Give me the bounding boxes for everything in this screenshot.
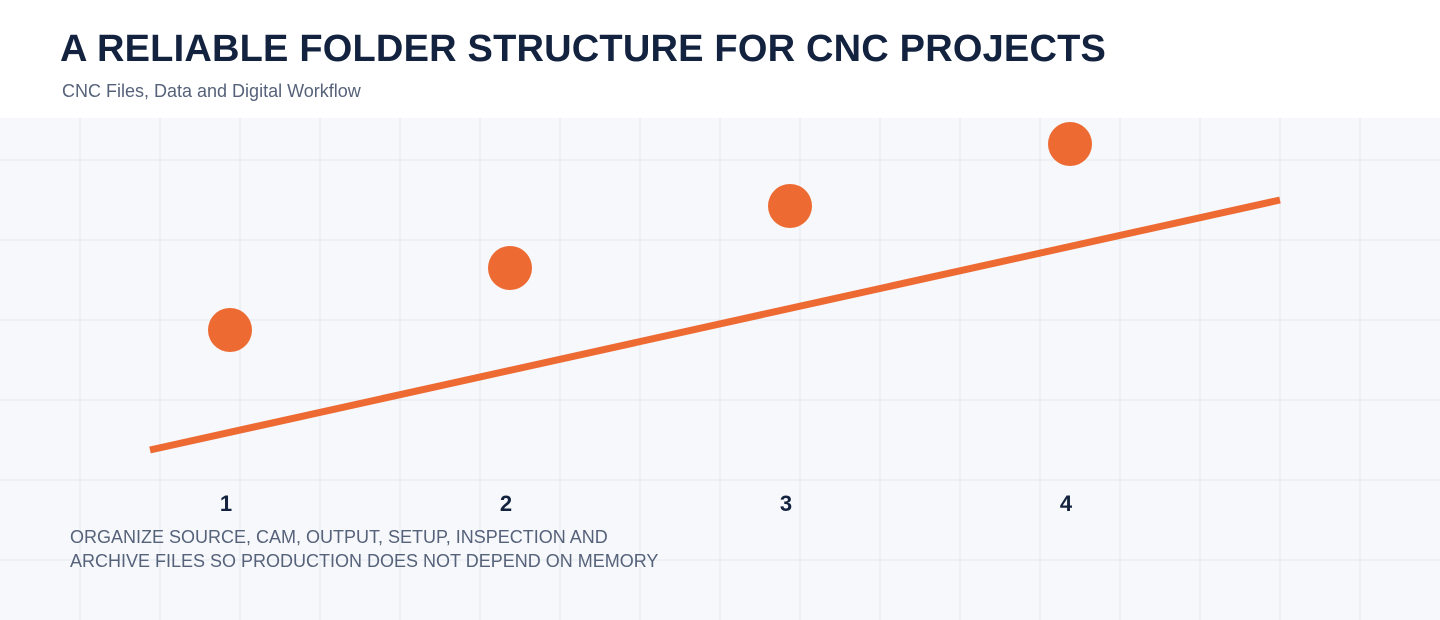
subtitle: CNC Files, Data and Digital Workflow — [62, 81, 361, 101]
title: A RELIABLE FOLDER STRUCTURE FOR CNC PROJ… — [60, 28, 1107, 70]
step-dot — [1048, 122, 1092, 166]
step-number: 1 — [220, 491, 232, 516]
caption-line: ARCHIVE FILES SO PRODUCTION DOES NOT DEP… — [70, 551, 658, 571]
trend-line — [149, 196, 1281, 454]
header: A RELIABLE FOLDER STRUCTURE FOR CNC PROJ… — [0, 0, 1440, 118]
step-dot — [488, 246, 532, 290]
step-dot — [208, 308, 252, 352]
background-grid — [0, 118, 1440, 620]
caption-line: ORGANIZE SOURCE, CAM, OUTPUT, SETUP, INS… — [70, 527, 608, 547]
step-number: 3 — [780, 491, 792, 516]
step-number: 2 — [500, 491, 512, 516]
step-dot — [768, 184, 812, 228]
step-number: 4 — [1060, 491, 1073, 516]
